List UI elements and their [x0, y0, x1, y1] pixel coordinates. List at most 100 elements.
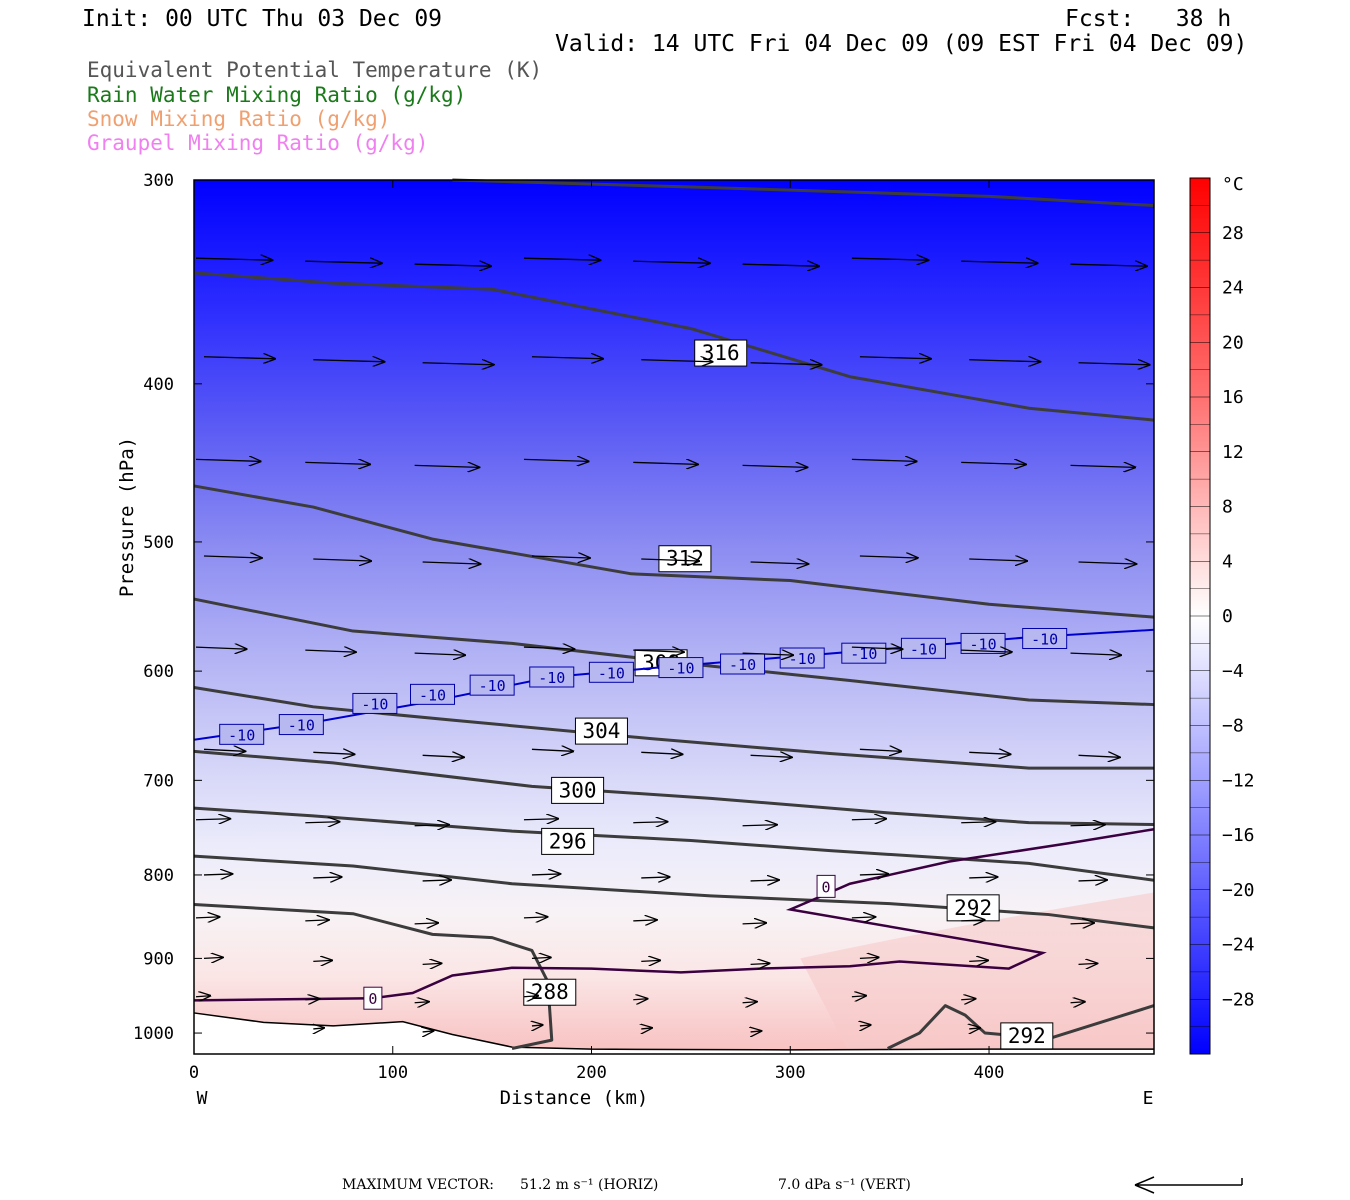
wind-vector	[742, 825, 777, 826]
theta-e-contour-2	[193, 484, 1155, 619]
warm-region	[800, 892, 1154, 1054]
isotherm-zero	[193, 827, 1155, 1002]
plot-frame	[193, 179, 1155, 1055]
theta-e-contour-4	[193, 685, 1154, 770]
x-tick-label: 400	[974, 1063, 1005, 1083]
isotherm-label-box-0	[219, 723, 265, 745]
wind-vector	[203, 749, 245, 751]
wind-vector	[641, 877, 669, 878]
colorbar-label: 12	[1222, 442, 1244, 463]
wind-vector	[641, 360, 712, 362]
theta-e-label-7: 288	[531, 980, 569, 1004]
wind-vector	[422, 562, 481, 564]
wind-vector	[1078, 363, 1150, 365]
y-tick-label: 300	[143, 171, 174, 191]
colorbar-label: 0	[1222, 606, 1233, 627]
wind-vector	[859, 874, 888, 875]
wind-vector	[851, 258, 928, 260]
wind-vector	[305, 261, 381, 263]
isotherm-label-3: -10	[419, 686, 446, 704]
wind-vector	[523, 459, 588, 461]
wind-vector	[633, 462, 697, 464]
colorbar-label: −4	[1222, 661, 1244, 682]
isotherm-label-8: -10	[729, 656, 756, 674]
terrain-line	[193, 1012, 1154, 1051]
isotherm-label-4: -10	[479, 677, 506, 695]
wind-vector	[1078, 562, 1137, 564]
isotherm-label-1: -10	[288, 717, 315, 735]
theta-e-label-box-3	[574, 717, 628, 745]
reference-vector-icon	[1134, 1176, 1243, 1194]
wind-vector	[961, 261, 1037, 263]
wind-vector	[851, 647, 902, 649]
wind-vector	[860, 1025, 870, 1026]
wind-vector	[305, 920, 328, 921]
colorbar-label: −12	[1222, 770, 1255, 791]
theta-e-label-1: 312	[666, 547, 704, 571]
isotherm-label-9: -10	[789, 650, 816, 668]
isotherm-label-box-4	[469, 674, 515, 696]
zero-label-1: 0	[822, 878, 831, 896]
colorbar-label: 24	[1222, 278, 1244, 299]
theta-e-contour-7	[193, 854, 1155, 930]
terrain	[194, 1012, 1154, 1054]
theta-e-contour-6	[193, 806, 1155, 882]
isotherm-label-2: -10	[361, 695, 388, 713]
wind-vector	[531, 749, 573, 751]
wind-vector	[523, 647, 574, 649]
wind-vector	[305, 650, 355, 652]
colorbar-label: 20	[1222, 332, 1244, 353]
y-tick-label: 700	[143, 771, 174, 791]
y-tick-label: 1000	[133, 1024, 174, 1044]
theta-e-contour-8	[193, 902, 554, 1050]
wind-vector	[750, 562, 809, 564]
y-tick-label: 500	[143, 533, 174, 553]
wind-vector	[633, 920, 656, 921]
isotherm-label-12: -10	[970, 635, 997, 653]
wind-vector	[414, 1002, 429, 1003]
legend-graupel: Graupel Mixing Ratio (g/kg)	[87, 131, 429, 155]
theta-e-contour-0	[452, 178, 1155, 208]
wind-vector	[969, 960, 988, 961]
y-tick-label: 900	[143, 949, 174, 969]
wind-vector	[1078, 963, 1098, 964]
wind-vector	[859, 957, 879, 958]
theta-e-label-box-8	[1000, 1022, 1054, 1050]
isotherm-label-0: -10	[228, 726, 255, 744]
wind-vector	[195, 917, 219, 918]
colorbar-label: −20	[1222, 880, 1255, 901]
wind-vector	[531, 357, 603, 359]
wind-vector	[203, 357, 275, 359]
wind-vector	[859, 357, 931, 359]
theta-e-label-box-4	[551, 776, 605, 804]
y-tick-label: 400	[143, 375, 174, 395]
wind-vector	[1070, 653, 1121, 655]
wind-vector	[313, 877, 341, 878]
wind-vector	[531, 957, 551, 958]
wind-vector	[1070, 465, 1135, 467]
wind-vector	[203, 874, 232, 875]
isotherm-label-box-12	[960, 632, 1006, 654]
y-tick-label: 800	[143, 866, 174, 886]
x-tick-label: 100	[377, 1063, 408, 1083]
isotherm-label-5: -10	[538, 669, 565, 687]
x-axis-title: Distance (km)	[500, 1087, 649, 1109]
colorbar-unit: °C	[1222, 174, 1244, 195]
wind-vector	[969, 559, 1027, 561]
wind-vector	[641, 752, 682, 754]
valid-time: Valid: 14 UTC Fri 04 Dec 09 (09 EST Fri …	[555, 31, 1248, 57]
theta-e-label-3: 304	[582, 719, 620, 743]
wind-vector	[750, 755, 792, 757]
wind-vector	[961, 999, 975, 1000]
wind-vector	[195, 819, 230, 820]
wind-vector	[969, 360, 1040, 362]
wind-vector	[313, 559, 371, 561]
wind-vector	[742, 653, 793, 655]
wind-vector	[633, 822, 667, 823]
max-vector-label: MAXIMUM VECTOR:	[342, 1177, 494, 1193]
isotherm-label-box-7	[658, 657, 704, 679]
colorbar-label: 16	[1222, 387, 1244, 408]
forecast-hour: Fcst: 38 h	[1065, 6, 1232, 32]
isotherm-label-box-3	[410, 683, 456, 705]
colorbar-label: −28	[1222, 989, 1255, 1010]
